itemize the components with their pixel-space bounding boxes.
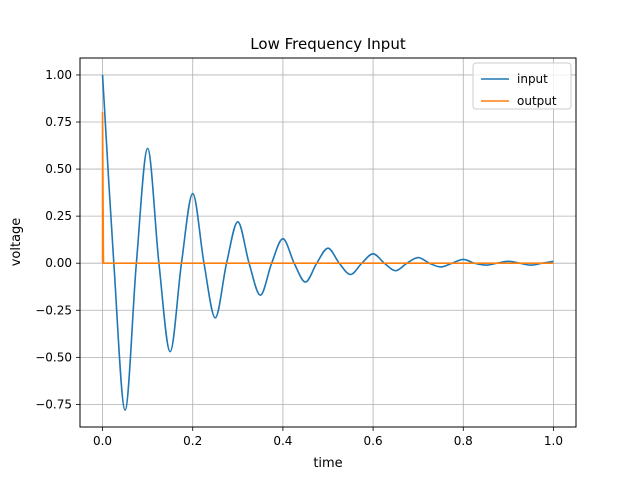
series-line-output xyxy=(101,111,554,265)
x-tick-label: 0.8 xyxy=(454,434,473,448)
series-lines xyxy=(101,74,554,411)
legend: input output xyxy=(472,62,572,110)
x-tick-label: 0.4 xyxy=(273,434,292,448)
ticks: 0.0 0.2 0.4 0.6 0.8 1.0 −0.75 −0.50 −0.25 0.00 0.2… xyxy=(35,68,563,448)
legend-label-input: input xyxy=(517,72,548,86)
y-tick-label: 0.50 xyxy=(45,162,72,176)
y-tick-label: 0.00 xyxy=(45,256,72,270)
y-tick-label: 0.75 xyxy=(45,115,72,129)
plot-frame xyxy=(79,57,577,428)
grid xyxy=(80,58,576,427)
x-axis-title: time xyxy=(313,456,342,471)
series-line-input xyxy=(101,74,554,411)
y-tick-label: 1.00 xyxy=(45,68,72,82)
legend-label-output: output xyxy=(517,94,557,108)
x-tick-label: 0.6 xyxy=(364,434,383,448)
x-tick-label: 0.2 xyxy=(183,434,202,448)
chart-title: Low Frequency Input xyxy=(250,35,406,53)
x-tick-label: 0.0 xyxy=(93,434,112,448)
y-tick-label: −0.50 xyxy=(35,350,72,364)
legend-box xyxy=(472,62,572,110)
y-tick-label: 0.25 xyxy=(45,209,72,223)
y-axis-title: voltage xyxy=(9,218,24,267)
y-tick-label: −0.75 xyxy=(35,397,72,411)
y-tick-label: −0.25 xyxy=(35,303,72,317)
x-tick-label: 1.0 xyxy=(544,434,563,448)
